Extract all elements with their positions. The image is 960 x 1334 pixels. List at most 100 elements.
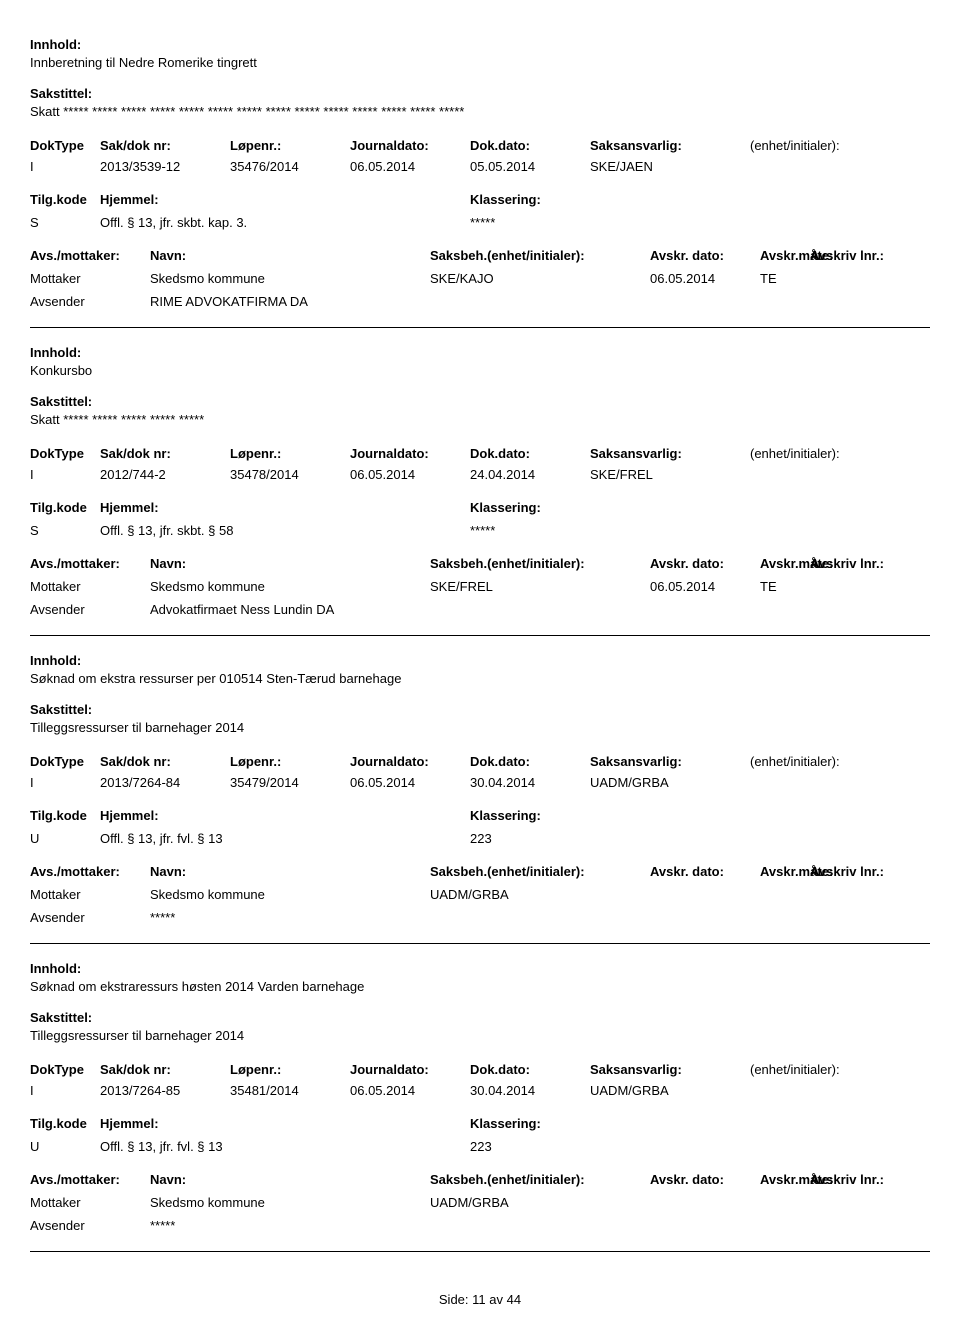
meta-header-row: DokType Sak/dok nr: Løpenr.: Journaldato…	[30, 138, 930, 153]
avskrdato-label: Avskr. dato:	[650, 1172, 760, 1187]
party-navn: Advokatfirmaet Ness Lundin DA	[150, 602, 430, 617]
party-avskrivlnr	[810, 1218, 930, 1233]
footer-total: 44	[507, 1292, 521, 1307]
journal-entry: Innhold: Innberetning til Nedre Romerike…	[30, 20, 930, 328]
navn-label: Navn:	[150, 248, 430, 263]
sakstittel-label: Sakstittel:	[30, 86, 930, 101]
hjemmel-header-row: Tilg.kode Hjemmel: Klassering:	[30, 808, 930, 823]
tilgkode-value: U	[30, 831, 100, 846]
doktype-value: I	[30, 467, 100, 482]
party-row: Mottaker Skedsmo kommune SKE/KAJO 06.05.…	[30, 271, 930, 286]
party-role: Mottaker	[30, 579, 150, 594]
avskrdato-label: Avskr. dato:	[650, 864, 760, 879]
party-avskrivlnr	[810, 602, 930, 617]
party-avskrivlnr	[810, 910, 930, 925]
party-avskrmate	[760, 910, 810, 925]
footer-label: Side:	[439, 1292, 469, 1307]
party-saksbeh	[430, 602, 650, 617]
party-navn: *****	[150, 910, 430, 925]
enhet-value	[750, 159, 930, 174]
lopenr-label: Løpenr.:	[230, 138, 350, 153]
innhold-label: Innhold:	[30, 345, 930, 360]
tilgkode-label: Tilg.kode	[30, 192, 100, 207]
lopenr-label: Løpenr.:	[230, 446, 350, 461]
party-avskrmate	[760, 887, 810, 902]
party-saksbeh	[430, 910, 650, 925]
sakstittel-value: Skatt ***** ***** ***** ***** *****	[30, 412, 930, 427]
hjemmel-header-row: Tilg.kode Hjemmel: Klassering:	[30, 500, 930, 515]
journaldato-label: Journaldato:	[350, 138, 470, 153]
journal-entry: Innhold: Søknad om ekstraressurs høsten …	[30, 944, 930, 1252]
dokdato-value: 30.04.2014	[470, 1083, 590, 1098]
enhet-value	[750, 1083, 930, 1098]
party-avskrmate	[760, 1195, 810, 1210]
party-navn: Skedsmo kommune	[150, 887, 430, 902]
party-row: Avsender Advokatfirmaet Ness Lundin DA	[30, 602, 930, 617]
party-navn: Skedsmo kommune	[150, 1195, 430, 1210]
saksansvarlig-value: SKE/JAEN	[590, 159, 750, 174]
innhold-label: Innhold:	[30, 653, 930, 668]
saksansvarlig-value: SKE/FREL	[590, 467, 750, 482]
hjemmel-value: Offl. § 13, jfr. fvl. § 13	[100, 831, 470, 846]
party-row: Mottaker Skedsmo kommune UADM/GRBA	[30, 887, 930, 902]
dokdato-label: Dok.dato:	[470, 1062, 590, 1077]
party-saksbeh: UADM/GRBA	[430, 1195, 650, 1210]
journaldato-value: 06.05.2014	[350, 159, 470, 174]
doktype-label: DokType	[30, 446, 100, 461]
meta-header-row: DokType Sak/dok nr: Løpenr.: Journaldato…	[30, 754, 930, 769]
sakdok-value: 2012/744-2	[100, 467, 230, 482]
saksbeh-label: Saksbeh.(enhet/initialer):	[430, 556, 650, 571]
parties-container: Mottaker Skedsmo kommune SKE/FREL 06.05.…	[30, 579, 930, 617]
saksansvarlig-label: Saksansvarlig:	[590, 754, 750, 769]
avsmottaker-label: Avs./mottaker:	[30, 1172, 150, 1187]
party-avskrdato	[650, 1195, 760, 1210]
hjemmel-label: Hjemmel:	[100, 808, 470, 823]
sakstittel-label: Sakstittel:	[30, 394, 930, 409]
party-role: Avsender	[30, 294, 150, 309]
party-avskrivlnr	[810, 887, 930, 902]
saksansvarlig-label: Saksansvarlig:	[590, 1062, 750, 1077]
party-header-row: Avs./mottaker: Navn: Saksbeh.(enhet/init…	[30, 556, 930, 571]
dokdato-label: Dok.dato:	[470, 138, 590, 153]
saksansvarlig-value: UADM/GRBA	[590, 1083, 750, 1098]
doktype-value: I	[30, 775, 100, 790]
avskrivlnr-label: Avskriv lnr.:	[810, 248, 930, 263]
footer-page: 11	[472, 1292, 486, 1307]
sakdok-value: 2013/7264-84	[100, 775, 230, 790]
enhet-value	[750, 775, 930, 790]
doktype-label: DokType	[30, 138, 100, 153]
journal-entry: Innhold: Søknad om ekstra ressurser per …	[30, 636, 930, 944]
tilgkode-label: Tilg.kode	[30, 808, 100, 823]
klassering-value: *****	[470, 523, 930, 538]
meta-value-row: I 2013/7264-84 35479/2014 06.05.2014 30.…	[30, 775, 930, 790]
klassering-value: 223	[470, 831, 930, 846]
party-avskrdato	[650, 294, 760, 309]
party-row: Mottaker Skedsmo kommune UADM/GRBA	[30, 1195, 930, 1210]
tilgkode-label: Tilg.kode	[30, 1116, 100, 1131]
sakdok-value: 2013/7264-85	[100, 1083, 230, 1098]
lopenr-label: Løpenr.:	[230, 1062, 350, 1077]
party-avskrdato	[650, 602, 760, 617]
hjemmel-value-row: U Offl. § 13, jfr. fvl. § 13 223	[30, 1139, 930, 1154]
party-avskrivlnr	[810, 1195, 930, 1210]
journal-entry: Innhold: Konkursbo Sakstittel: Skatt ***…	[30, 328, 930, 636]
lopenr-value: 35476/2014	[230, 159, 350, 174]
lopenr-value: 35478/2014	[230, 467, 350, 482]
dokdato-value: 24.04.2014	[470, 467, 590, 482]
journaldato-value: 06.05.2014	[350, 1083, 470, 1098]
klassering-label: Klassering:	[470, 808, 930, 823]
party-header-row: Avs./mottaker: Navn: Saksbeh.(enhet/init…	[30, 864, 930, 879]
sakstittel-label: Sakstittel:	[30, 702, 930, 717]
avsmottaker-label: Avs./mottaker:	[30, 864, 150, 879]
party-row: Avsender RIME ADVOKATFIRMA DA	[30, 294, 930, 309]
avsmottaker-label: Avs./mottaker:	[30, 248, 150, 263]
navn-label: Navn:	[150, 556, 430, 571]
tilgkode-value: U	[30, 1139, 100, 1154]
journaldato-value: 06.05.2014	[350, 775, 470, 790]
saksansvarlig-label: Saksansvarlig:	[590, 138, 750, 153]
innhold-label: Innhold:	[30, 961, 930, 976]
party-navn: RIME ADVOKATFIRMA DA	[150, 294, 430, 309]
sakdok-label: Sak/dok nr:	[100, 446, 230, 461]
klassering-value: 223	[470, 1139, 930, 1154]
party-role: Avsender	[30, 1218, 150, 1233]
